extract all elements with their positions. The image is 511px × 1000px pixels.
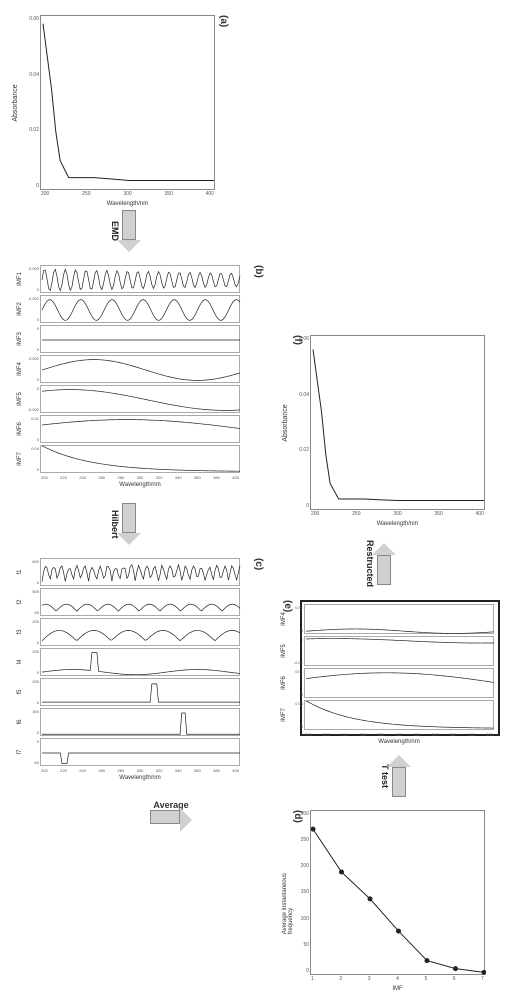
imf-sel-title: IMF5 — [281, 644, 287, 658]
subplot-row: f50200200220240260280300320340360380400 — [40, 678, 240, 706]
subplot-row: IMF700.042002202402602803003203403603804… — [304, 700, 494, 730]
freq-title: f7 — [17, 749, 23, 754]
imf-title: IMF6 — [17, 422, 23, 436]
imf-sel-title: IMF4 — [281, 612, 287, 626]
panel-a-xticks: 200250300350400 — [41, 191, 214, 197]
panel-a-plot: 200250300350400 00.020.040.06 Wavelength… — [40, 15, 215, 190]
panel-f-xlabel: Wavelength/nm — [377, 521, 418, 527]
panel-f-svg — [311, 336, 486, 511]
panel-c-container: (c) f10600200220240260280300320340360380… — [40, 558, 250, 768]
arrow-restructed: Restructed — [365, 540, 396, 587]
imf-sel-title: IMF7 — [281, 708, 287, 722]
panel-f-container: (f) Absorbance 200250300350400 00.020.04… — [310, 335, 485, 510]
freq-title: f4 — [17, 659, 23, 664]
freq-title: f5 — [17, 689, 23, 694]
subplot-row: f7-500200220240260280300320340360380400W… — [40, 738, 240, 766]
panel-f-xticks: 200250300350400 — [311, 511, 484, 517]
subplot-row: IMF200.002200220240260280300320340360380… — [40, 295, 240, 323]
subplot-row: IMF400.002200220240260280300320340360380… — [40, 355, 240, 383]
panel-d-container: (d) Average instantaneous frequency 1234… — [310, 810, 485, 975]
panel-a-label: (a) — [218, 15, 229, 27]
subplot-row: IMF600.012002202402602803003203403603804… — [304, 668, 494, 698]
arrow-emd-label: EMD — [110, 221, 120, 241]
panel-b-label: (b) — [253, 265, 264, 278]
subplot-row: f60300200220240260280300320340360380400 — [40, 708, 240, 736]
panel-f-yticks: 00.020.040.06 — [293, 336, 309, 509]
panel-a-container: (a) Absorbance 200250300350400 00.020.04… — [40, 15, 215, 190]
panel-a-ylabel: Absorbance — [12, 84, 19, 121]
panel-e-container: (e) IMF400.01200220240260280300320340360… — [300, 600, 500, 736]
freq-title: f2 — [17, 599, 23, 604]
panel-d-svg — [311, 811, 486, 976]
subplot-row: IMF100.003200220240260280300320340360380… — [40, 265, 240, 293]
subplot-row: IMF5-0.002020022024026028030032034036038… — [40, 385, 240, 413]
panel-d-xticks: 1234567 — [311, 976, 484, 982]
subplot-row: IMF300200220240260280300320340360380400 — [40, 325, 240, 353]
panel-d-xlabel: IMF — [392, 986, 402, 992]
arrow-average: Average — [150, 800, 192, 832]
panel-a-xlabel: Wavelength/nm — [107, 201, 148, 207]
panel-b-stack: IMF100.003200220240260280300320340360380… — [40, 265, 250, 473]
subplot-row: IMF700.042002202402602803003203403603804… — [40, 445, 240, 473]
panel-f-ylabel: Absorbance — [282, 404, 289, 441]
subplot-row: f30200200220240260280300320340360380400 — [40, 618, 240, 646]
imf-title: IMF4 — [17, 362, 23, 376]
subplot-row: IMF400.012002202402602803003203403603804… — [304, 604, 494, 634]
subplot-row: f2-5050020022024026028030032034036038040… — [40, 588, 240, 616]
arrow-emd: EMD — [110, 210, 141, 252]
imf-title: IMF5 — [17, 392, 23, 406]
panel-f-plot: 200250300350400 00.020.040.06 Wavelength… — [310, 335, 485, 510]
arrow-restructed-shape — [377, 543, 396, 585]
panel-d-plot: 1234567 050100150200250300 IMF — [310, 810, 485, 975]
arrow-ttest: T test — [380, 755, 411, 797]
subplot-row: f10600200220240260280300320340360380400 — [40, 558, 240, 586]
panel-c-stack: f10600200220240260280300320340360380400f… — [40, 558, 250, 766]
arrow-ttest-label: T test — [380, 764, 390, 788]
subplot-row: f40200200220240260280300320340360380400 — [40, 648, 240, 676]
freq-title: f3 — [17, 629, 23, 634]
subplot-row: IMF600.012002202402602803003203403603804… — [40, 415, 240, 443]
panel-d-yticks: 050100150200250300 — [293, 811, 309, 974]
arrow-average-shape — [150, 810, 192, 832]
arrow-hilbert-shape — [122, 503, 141, 545]
freq-title: f6 — [17, 719, 23, 724]
subplot-row: IMF5-0.010200220240260280300320340360380… — [304, 636, 494, 666]
arrow-emd-shape — [122, 210, 141, 252]
arrow-ttest-shape — [392, 755, 411, 797]
freq-title: f1 — [17, 569, 23, 574]
arrow-hilbert: Hilbert — [110, 503, 141, 545]
imf-sel-title: IMF6 — [281, 676, 287, 690]
panel-a-yticks: 00.020.040.06 — [23, 16, 39, 189]
imf-title: IMF2 — [17, 302, 23, 316]
panel-e-stack: IMF400.012002202402602803003203403603804… — [300, 600, 500, 736]
panel-a-svg — [41, 16, 216, 191]
imf-title: IMF7 — [17, 452, 23, 466]
imf-title: IMF3 — [17, 332, 23, 346]
panel-c-label: (c) — [253, 558, 264, 570]
panel-b-container: (b) IMF100.00320022024026028030032034036… — [40, 265, 250, 475]
imf-title: IMF1 — [17, 272, 23, 286]
